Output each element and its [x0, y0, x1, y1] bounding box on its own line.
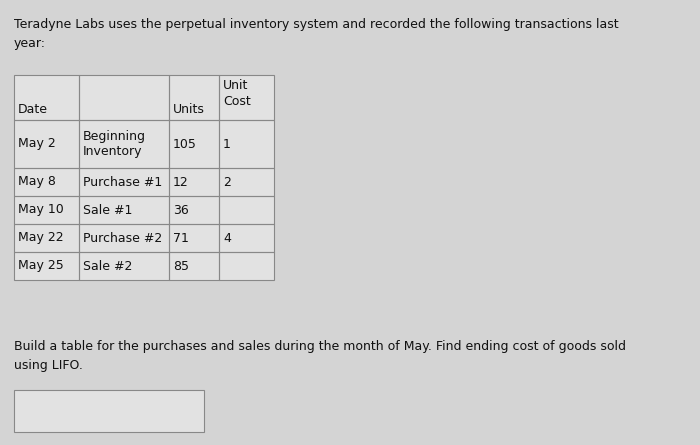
- Bar: [79, 75, 169, 120]
- Text: Build a table for the purchases and sales during the month of May. Find ending c: Build a table for the purchases and sale…: [14, 340, 626, 372]
- Bar: [79, 196, 169, 224]
- Text: 36: 36: [173, 203, 189, 217]
- Bar: [219, 120, 274, 168]
- Text: 71: 71: [173, 231, 189, 244]
- Bar: [79, 168, 169, 196]
- Bar: [14, 196, 79, 224]
- Bar: [219, 168, 274, 196]
- Text: May 25: May 25: [18, 259, 64, 272]
- Text: May 2: May 2: [18, 138, 56, 150]
- Bar: [79, 196, 169, 224]
- Bar: [169, 196, 219, 224]
- Text: May 10: May 10: [18, 203, 64, 217]
- Bar: [79, 224, 169, 252]
- Bar: [219, 75, 274, 120]
- Text: Purchase #2: Purchase #2: [83, 231, 162, 244]
- Bar: [79, 224, 169, 252]
- Bar: [14, 168, 79, 196]
- Bar: [79, 252, 169, 280]
- Bar: [14, 252, 79, 280]
- Text: May 8: May 8: [18, 175, 56, 189]
- Text: Purchase #1: Purchase #1: [83, 175, 162, 189]
- Bar: [14, 120, 79, 168]
- Bar: [219, 75, 274, 120]
- Bar: [14, 120, 79, 168]
- Bar: [169, 196, 219, 224]
- Bar: [14, 168, 79, 196]
- Bar: [219, 224, 274, 252]
- Text: Teradyne Labs uses the perpetual inventory system and recorded the following tra: Teradyne Labs uses the perpetual invento…: [14, 18, 619, 49]
- Bar: [79, 120, 169, 168]
- Bar: [169, 168, 219, 196]
- Text: 85: 85: [173, 259, 189, 272]
- Bar: [169, 252, 219, 280]
- Text: Sale #2: Sale #2: [83, 259, 132, 272]
- Bar: [219, 252, 274, 280]
- Bar: [169, 224, 219, 252]
- Bar: [79, 75, 169, 120]
- Bar: [169, 75, 219, 120]
- Bar: [169, 168, 219, 196]
- Bar: [14, 75, 79, 120]
- Text: Date: Date: [18, 103, 48, 116]
- Bar: [14, 390, 204, 432]
- Text: 1: 1: [223, 138, 231, 150]
- Bar: [219, 120, 274, 168]
- Text: May 22: May 22: [18, 231, 64, 244]
- Bar: [14, 390, 204, 432]
- Bar: [169, 252, 219, 280]
- Bar: [219, 196, 274, 224]
- Text: Sale #1: Sale #1: [83, 203, 132, 217]
- Bar: [219, 224, 274, 252]
- Bar: [219, 196, 274, 224]
- Text: Beginning
Inventory: Beginning Inventory: [83, 130, 146, 158]
- Bar: [169, 75, 219, 120]
- Bar: [14, 224, 79, 252]
- Bar: [14, 196, 79, 224]
- Bar: [169, 120, 219, 168]
- Bar: [14, 224, 79, 252]
- Bar: [219, 168, 274, 196]
- Bar: [79, 120, 169, 168]
- Bar: [79, 168, 169, 196]
- Bar: [79, 252, 169, 280]
- Bar: [14, 252, 79, 280]
- Text: 4: 4: [223, 231, 231, 244]
- Bar: [169, 224, 219, 252]
- Text: 2: 2: [223, 175, 231, 189]
- Bar: [169, 120, 219, 168]
- Text: 105: 105: [173, 138, 197, 150]
- Text: Unit
Cost: Unit Cost: [223, 79, 251, 108]
- Text: 12: 12: [173, 175, 189, 189]
- Bar: [14, 75, 79, 120]
- Bar: [219, 252, 274, 280]
- Text: Units: Units: [173, 103, 205, 116]
